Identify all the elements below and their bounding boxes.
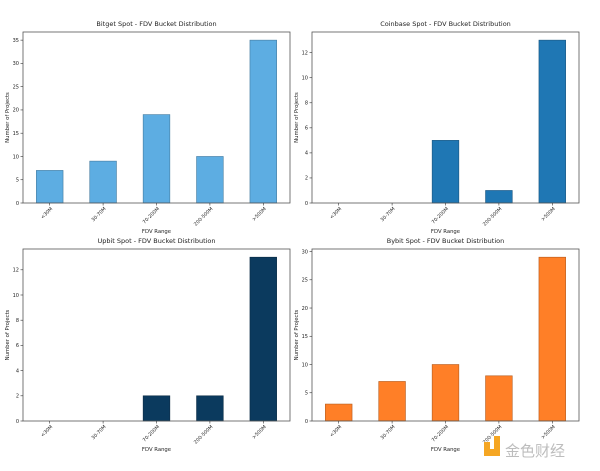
x-tick-label: <30M [40, 206, 54, 220]
chart-title: Coinbase Spot - FDV Bucket Distribution [380, 20, 511, 28]
bar->500M [538, 256, 566, 422]
y-tick-label: 25 [13, 84, 19, 90]
y-tick-label: 2 [16, 394, 19, 400]
x-tick-label: 30-70M [379, 206, 396, 223]
y-tick-label: 10 [302, 362, 308, 368]
y-tick-label: 6 [305, 126, 308, 132]
x-tick-label: <30M [40, 424, 54, 438]
y-tick-label: 20 [13, 108, 19, 114]
y-tick-label: 8 [305, 101, 308, 107]
y-tick-label: 5 [305, 391, 308, 397]
chart-panel-2: Upbit Spot - FDV Bucket Distribution 0 2 4 6… [5, 237, 291, 453]
watermark-label: 金色财经 [505, 442, 565, 460]
x-tick-label: 200-500M [193, 424, 214, 445]
y-tick-label: 12 [302, 50, 308, 56]
bar-200-500M [485, 375, 513, 422]
y-tick-label: 30 [13, 61, 19, 67]
watermark-logo: 金色财经 [484, 436, 565, 460]
y-tick-label: 35 [13, 38, 19, 44]
y-tick-label: 10 [13, 154, 19, 160]
x-tick-label: <30M [329, 424, 343, 438]
x-tick-label: <30M [329, 206, 343, 220]
bar-<30M [36, 170, 64, 204]
y-tick-label: 12 [13, 268, 19, 274]
y-tick-label: 25 [302, 278, 308, 284]
bar->500M [538, 39, 566, 204]
y-tick-label: 4 [305, 151, 308, 157]
y-tick-label: 30 [302, 249, 308, 255]
x-tick-label: 30-70M [379, 424, 396, 441]
y-axis-label: Number of Projects [294, 309, 300, 360]
y-tick-label: 0 [305, 201, 308, 207]
y-tick-label: 15 [13, 131, 19, 137]
chart-title: Bitget Spot - FDV Bucket Distribution [96, 20, 216, 28]
x-axis-label: FDV Range [142, 447, 171, 453]
bar-200-500M [196, 395, 224, 422]
y-tick-label: 0 [305, 419, 308, 425]
x-tick-label: 200-500M [482, 206, 503, 227]
chart-title: Upbit Spot - FDV Bucket Distribution [97, 237, 215, 245]
bar-70-200M [142, 114, 171, 204]
x-tick-label: 70-200M [142, 206, 161, 225]
x-tick-label: >500M [540, 206, 556, 222]
x-axis-label: FDV Range [431, 447, 460, 453]
y-tick-label: 10 [302, 76, 308, 82]
x-tick-label: 70-200M [431, 424, 450, 443]
y-tick-label: 5 [16, 178, 19, 184]
x-tick-label: >500M [251, 424, 267, 440]
bar-70-200M [431, 140, 460, 204]
x-tick-label: 70-200M [142, 424, 161, 443]
y-tick-label: 0 [16, 419, 19, 425]
x-tick-label: >500M [540, 424, 556, 440]
bar->500M [249, 39, 277, 204]
y-tick-label: 2 [305, 176, 308, 182]
bar-30-70M [89, 160, 117, 204]
bar-200-500M [196, 156, 224, 204]
y-tick-label: 20 [302, 306, 308, 312]
bar-70-200M [431, 364, 460, 422]
bar-30-70M [378, 381, 406, 422]
bar-200-500M [485, 190, 513, 204]
chart-panel-0: Bitget Spot - FDV Bucket Distribution 0 5 1… [5, 20, 291, 235]
y-tick-label: 6 [16, 343, 19, 349]
bar-70-200M [142, 395, 171, 422]
bar-<30M [325, 403, 353, 422]
x-tick-label: 30-70M [90, 206, 107, 223]
chart-title: Bybit Spot - FDV Bucket Distribution [387, 237, 504, 245]
x-tick-label: 200-500M [193, 206, 214, 227]
x-tick-label: >500M [251, 206, 267, 222]
y-axis-label: Number of Projects [5, 309, 11, 360]
y-axis-label: Number of Projects [5, 92, 11, 143]
x-axis-label: FDV Range [431, 229, 460, 235]
chart-panel-1: Coinbase Spot - FDV Bucket Distribution 0… [294, 20, 580, 235]
y-tick-label: 10 [13, 293, 19, 299]
bar->500M [249, 256, 277, 422]
y-tick-label: 4 [16, 368, 19, 374]
y-axis-label: Number of Projects [294, 92, 300, 143]
chart-panel-3: Bybit Spot - FDV Bucket Distribution 0 5 10… [294, 237, 580, 453]
y-tick-label: 0 [16, 201, 19, 207]
x-tick-label: 70-200M [431, 206, 450, 225]
y-tick-label: 15 [302, 334, 308, 340]
charts: Bitget Spot - FDV Bucket Distribution 0 5 1… [5, 20, 580, 453]
x-tick-label: 30-70M [90, 424, 107, 441]
logo-icon [484, 436, 500, 456]
x-axis-label: FDV Range [142, 229, 171, 235]
y-tick-label: 8 [16, 318, 19, 324]
